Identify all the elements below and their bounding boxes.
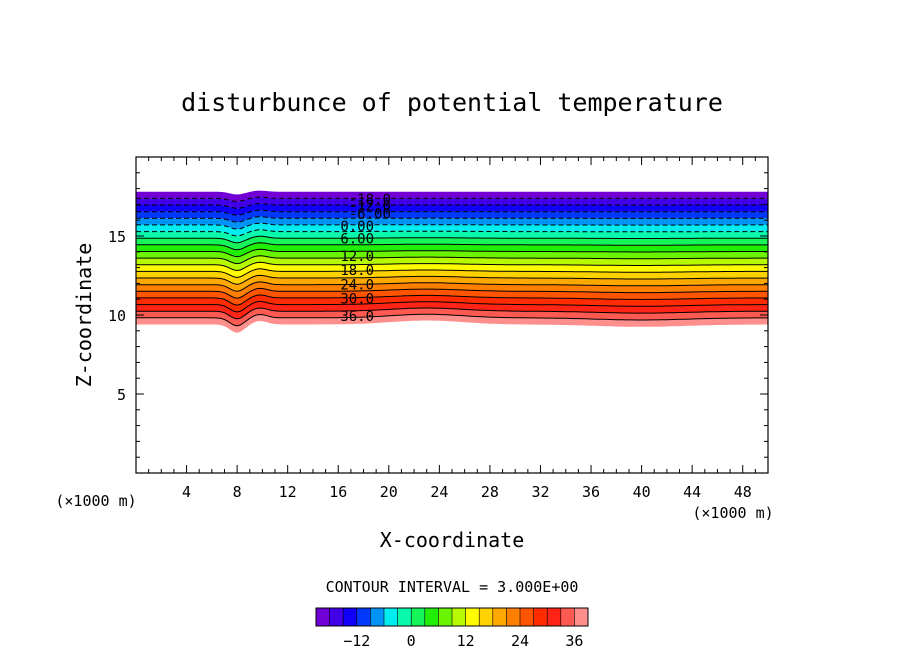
contour-line <box>136 281 768 292</box>
contour-line <box>136 203 768 209</box>
colorbar-cell <box>384 608 398 626</box>
colorbar-tick-label: 0 <box>407 632 416 650</box>
x-axis-label: X-coordinate <box>380 528 525 552</box>
y-tick-label: 5 <box>117 386 126 404</box>
contour-line <box>136 216 768 223</box>
y-tick-label: 15 <box>108 228 126 246</box>
contour-band <box>136 216 768 230</box>
x-tick-label: 48 <box>734 483 752 501</box>
colorbar-cell <box>465 608 480 626</box>
colorbar-tick-label: 36 <box>565 632 583 650</box>
contour-band <box>136 255 768 271</box>
contour-labels: -18.0-12.0-6.000.006.0012.018.024.030.03… <box>340 192 391 325</box>
colorbar-tick-label: 24 <box>511 632 529 650</box>
contour-band <box>136 229 768 243</box>
colorbar-cell <box>506 608 521 626</box>
contour-label: 30.0 <box>340 292 374 308</box>
contour-band <box>136 301 768 319</box>
contour-line <box>136 261 768 272</box>
contour-band <box>136 242 768 257</box>
colorbar-cell <box>316 608 330 626</box>
x-tick-label: 8 <box>233 483 242 501</box>
colorbar-cell <box>397 608 412 626</box>
contour-line <box>136 294 768 306</box>
contour-band <box>136 223 768 236</box>
contour-label: 36.0 <box>340 309 374 325</box>
x-tick-label: 24 <box>430 483 448 501</box>
colorbar: −12 0 12 24 36 <box>315 607 589 650</box>
colorbar-cell <box>370 608 385 626</box>
x-tick-label: 44 <box>683 483 701 501</box>
y-tick-label: 10 <box>108 307 126 325</box>
colorbar-cell <box>574 608 589 626</box>
colorbar-cell <box>411 608 426 626</box>
x-tick-label: 40 <box>633 483 651 501</box>
colorbar-tick-label: 12 <box>457 632 475 650</box>
contour-label: -18.0 <box>349 192 391 208</box>
y-axis-label: Z-coordinate <box>72 243 96 388</box>
contour-line <box>136 300 768 313</box>
contour-line <box>136 229 768 237</box>
x-unit-label: (×1000 m) <box>55 492 136 510</box>
colorbar-tick-label: −12 <box>343 632 370 650</box>
x-tick-label: 16 <box>329 483 347 501</box>
contour-line <box>136 255 768 265</box>
contour-label: 24.0 <box>340 277 374 293</box>
contour-line <box>136 235 768 244</box>
colorbar-cell <box>533 608 548 626</box>
colorbar-cell <box>329 608 344 626</box>
contour-band <box>136 275 768 292</box>
contour-band <box>136 236 768 250</box>
colorbar-cell <box>547 608 562 626</box>
contour-line <box>136 209 768 216</box>
contour-line <box>136 313 768 327</box>
colorbar-cell <box>343 608 358 626</box>
contour-interval-text: CONTOUR INTERVAL = 3.000E+00 <box>326 578 579 596</box>
contour-line <box>136 248 768 258</box>
contour-line <box>136 242 768 251</box>
x-tick-label: 12 <box>279 483 297 501</box>
contour-line <box>136 196 768 202</box>
contour-band <box>136 203 768 216</box>
colorbar-cell <box>520 608 534 626</box>
x-tick-label: 28 <box>481 483 499 501</box>
contour-label: -12.0 <box>349 198 391 214</box>
contour-label: -6.00 <box>349 206 391 222</box>
colorbar-cell <box>560 608 575 626</box>
colorbar-cell <box>424 608 439 626</box>
contour-band <box>136 314 768 333</box>
contour-lines <box>136 196 769 327</box>
colorbar-cell <box>356 608 371 626</box>
contour-band <box>136 210 768 223</box>
contour-band <box>136 190 768 202</box>
contour-label: 0.00 <box>340 219 374 235</box>
contour-label: 6.00 <box>340 232 374 248</box>
contour-band <box>136 197 768 209</box>
contour-label: 12.0 <box>340 249 374 265</box>
contour-line <box>136 274 769 285</box>
contour-band <box>136 308 768 326</box>
chart-title: disturbunce of potential temperature <box>181 88 723 117</box>
colorbar-cell <box>492 608 507 626</box>
contour-line <box>136 268 768 279</box>
colorbar-frame <box>315 607 589 627</box>
x-tick-label: 4 <box>182 483 191 501</box>
colorbar-cell <box>452 608 466 626</box>
contour-line <box>136 287 768 299</box>
colorbar-cell <box>479 608 494 626</box>
x-tick-label: 36 <box>582 483 600 501</box>
contour-line <box>136 307 769 320</box>
contour-label: 18.0 <box>340 263 374 279</box>
x-tick-label: 20 <box>380 483 398 501</box>
z-unit-label: (×1000 m) <box>692 504 773 522</box>
contour-band <box>136 249 768 264</box>
x-tick-label: 32 <box>531 483 549 501</box>
colorbar-cell <box>438 608 453 626</box>
contour-line <box>136 222 768 230</box>
